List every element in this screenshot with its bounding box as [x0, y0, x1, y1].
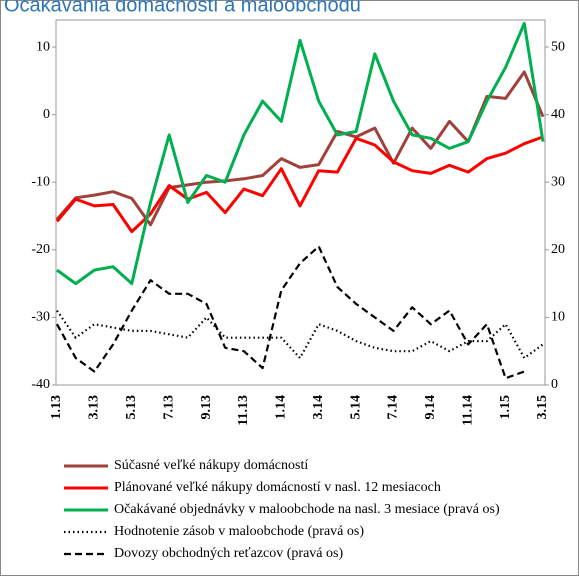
x-tick-label: 5.13 [124, 395, 139, 420]
x-tick-label: 7.13 [161, 395, 176, 420]
x-tick-label: 3.15 [535, 395, 550, 420]
series-line [55, 135, 544, 234]
y-tick-label: -10 [31, 174, 50, 189]
y2-tick-label: 0 [551, 377, 558, 392]
x-tick-label: 1.14 [274, 395, 289, 420]
y2-tick-label: 10 [551, 310, 565, 325]
x-tick-label: 9.14 [423, 395, 438, 420]
x-tick-label: 5.14 [348, 395, 363, 420]
y2-tick-label: 30 [551, 174, 565, 189]
legend-label: Súčasné veľké nákupy domácností [114, 458, 308, 473]
x-tick-label: 3.13 [87, 395, 102, 420]
legend-label: Dovozy obchodných reťazcov (pravá os) [114, 546, 343, 561]
legend-label: Hodnotenie zásob v maloobchode (pravá os… [114, 524, 364, 539]
x-tick-label: 1.13 [49, 395, 64, 420]
x-tick-label: 3.14 [311, 395, 326, 420]
x-tick-label: 1.15 [498, 395, 513, 420]
y2-tick-label: 40 [551, 107, 565, 122]
y2-tick-label: 20 [551, 242, 565, 257]
x-tick-label: 9.13 [199, 395, 214, 420]
y-tick-label: 0 [43, 107, 50, 122]
y-tick-label: 10 [36, 39, 50, 54]
y-tick-label: -20 [31, 242, 50, 257]
chart-title: Očakávania domácností a maloobchodu [4, 0, 361, 16]
y2-tick-label: 50 [551, 39, 565, 54]
legend-label: Plánované veľké nákupy domácností v nasl… [114, 480, 441, 495]
y-tick-label: -40 [31, 377, 50, 392]
series-line [56, 21, 545, 286]
x-tick-label: 11.13 [236, 395, 251, 426]
y-tick-label: -30 [31, 310, 50, 325]
plot-frame [55, 19, 546, 386]
series-line [56, 245, 525, 380]
legend-label: Očakávané objednávky v maloobchode na na… [114, 502, 500, 517]
x-tick-label: 7.14 [386, 395, 401, 420]
x-tick-label: 11.14 [460, 395, 475, 426]
series-line [55, 70, 545, 227]
series-line [56, 309, 544, 360]
